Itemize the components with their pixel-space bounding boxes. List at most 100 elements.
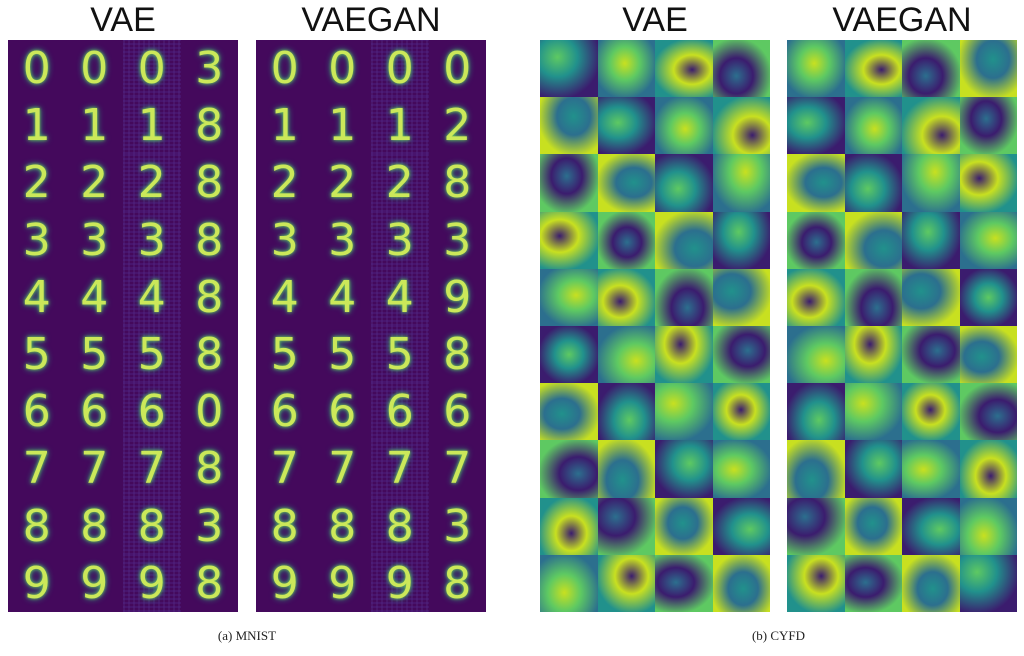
digit-cell: 0 — [371, 40, 429, 98]
face-tile — [655, 497, 713, 555]
face-tile — [597, 268, 655, 326]
digit-cell: 4 — [80, 271, 109, 323]
digit-cell: 7 — [443, 443, 472, 495]
digit-cell: 6 — [328, 386, 357, 438]
face-tile — [787, 383, 845, 441]
face-tile — [787, 268, 845, 326]
face-tile — [712, 326, 770, 384]
face-tile — [959, 440, 1017, 498]
digit-cell: 9 — [123, 554, 181, 612]
cyfd-vae-panel — [540, 40, 770, 612]
digit-cell: 2 — [371, 154, 429, 212]
digit-cell: 3 — [195, 500, 224, 552]
face-tile — [712, 554, 770, 612]
digit-cell: 7 — [371, 440, 429, 498]
digit-cell: 3 — [443, 214, 472, 266]
digit-cell: 5 — [80, 329, 109, 381]
digit-cell: 6 — [371, 383, 429, 441]
face-tile — [712, 440, 770, 498]
face-tile — [712, 211, 770, 269]
digit-cell: 8 — [443, 157, 472, 209]
face-tile — [787, 154, 845, 212]
digit-cell: 6 — [443, 386, 472, 438]
face-tile — [902, 268, 960, 326]
face-tile — [597, 383, 655, 441]
face-tile — [902, 554, 960, 612]
face-tile — [540, 268, 598, 326]
digit-cell: 9 — [371, 554, 429, 612]
face-tile — [712, 268, 770, 326]
digit-cell: 9 — [328, 557, 357, 609]
digit-cell: 7 — [80, 443, 109, 495]
digit-cell: 8 — [195, 557, 224, 609]
caption-cyfd: (b) CYFD — [751, 628, 806, 643]
digit-cell: 8 — [22, 500, 51, 552]
face-tile — [540, 326, 598, 384]
face-tile — [844, 268, 902, 326]
face-tile — [597, 40, 655, 98]
digit-cell: 2 — [22, 157, 51, 209]
face-tile — [902, 40, 960, 98]
digit-cell: 4 — [328, 271, 357, 323]
digit-cell: 4 — [123, 268, 181, 326]
digit-cell: 4 — [22, 271, 51, 323]
face-tile — [540, 211, 598, 269]
digit-cell: 6 — [80, 386, 109, 438]
digit-cell: 1 — [22, 100, 51, 152]
digit-cell: 7 — [123, 440, 181, 498]
digit-cell: 9 — [80, 557, 109, 609]
digit-cell: 3 — [443, 500, 472, 552]
digit-cell: 3 — [371, 211, 429, 269]
digit-cell: 8 — [80, 500, 109, 552]
digit-cell: 7 — [328, 443, 357, 495]
face-tile — [655, 154, 713, 212]
digit-cell: 1 — [328, 100, 357, 152]
digit-cell: 8 — [328, 500, 357, 552]
digit-cell: 6 — [123, 383, 181, 441]
digit-cell: 6 — [270, 386, 299, 438]
digit-cell: 4 — [371, 268, 429, 326]
face-tile — [787, 497, 845, 555]
digit-cell: 4 — [270, 271, 299, 323]
face-tile — [902, 211, 960, 269]
face-tile — [655, 268, 713, 326]
face-tile — [844, 326, 902, 384]
face-tile — [959, 383, 1017, 441]
digit-cell: 3 — [123, 211, 181, 269]
digit-cell: 3 — [22, 214, 51, 266]
face-tile — [844, 497, 902, 555]
digit-cell: 5 — [22, 329, 51, 381]
face-tile — [597, 154, 655, 212]
face-tile — [540, 554, 598, 612]
face-tile — [540, 97, 598, 155]
face-tile — [844, 97, 902, 155]
face-tile — [655, 440, 713, 498]
face-tile — [844, 440, 902, 498]
face-tile — [959, 554, 1017, 612]
digit-cell: 2 — [80, 157, 109, 209]
face-tile — [844, 211, 902, 269]
face-tile — [959, 97, 1017, 155]
title-vae-cyfd: VAE — [622, 1, 688, 39]
digit-cell: 2 — [443, 100, 472, 152]
digit-cell: 9 — [443, 271, 472, 323]
digit-cell: 8 — [195, 214, 224, 266]
digit-cell: 5 — [270, 329, 299, 381]
digit-cell: 2 — [328, 157, 357, 209]
face-tile — [712, 383, 770, 441]
face-tile — [844, 40, 902, 98]
face-tile — [655, 383, 713, 441]
face-tile — [655, 326, 713, 384]
title-vaegan-mnist: VAEGAN — [301, 1, 441, 39]
face-tile — [902, 440, 960, 498]
face-tile — [712, 497, 770, 555]
face-tile — [597, 554, 655, 612]
face-tile — [787, 326, 845, 384]
face-tile — [597, 440, 655, 498]
digit-cell: 3 — [80, 214, 109, 266]
digit-cell: 0 — [123, 40, 181, 98]
face-tile — [959, 211, 1017, 269]
face-tile — [787, 211, 845, 269]
face-tile — [902, 97, 960, 155]
